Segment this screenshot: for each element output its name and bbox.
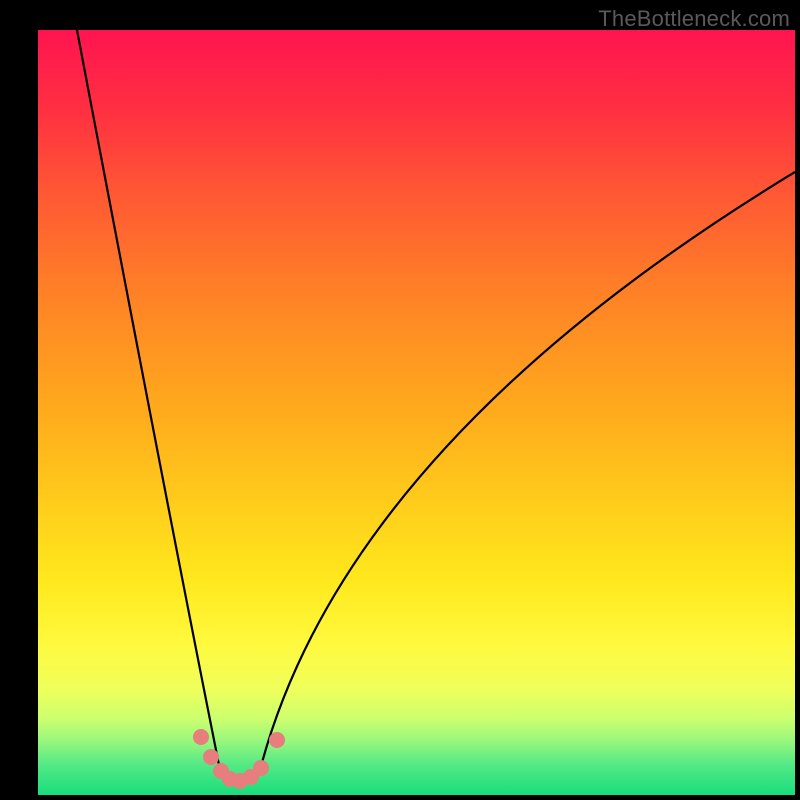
bottleneck-chart <box>0 0 800 800</box>
marker-point <box>253 760 269 776</box>
marker-point <box>193 729 209 745</box>
watermark-text: TheBottleneck.com <box>598 6 790 32</box>
gradient-background <box>38 30 795 795</box>
chart-container: TheBottleneck.com <box>0 0 800 800</box>
marker-point <box>203 749 219 765</box>
marker-point <box>269 732 285 748</box>
